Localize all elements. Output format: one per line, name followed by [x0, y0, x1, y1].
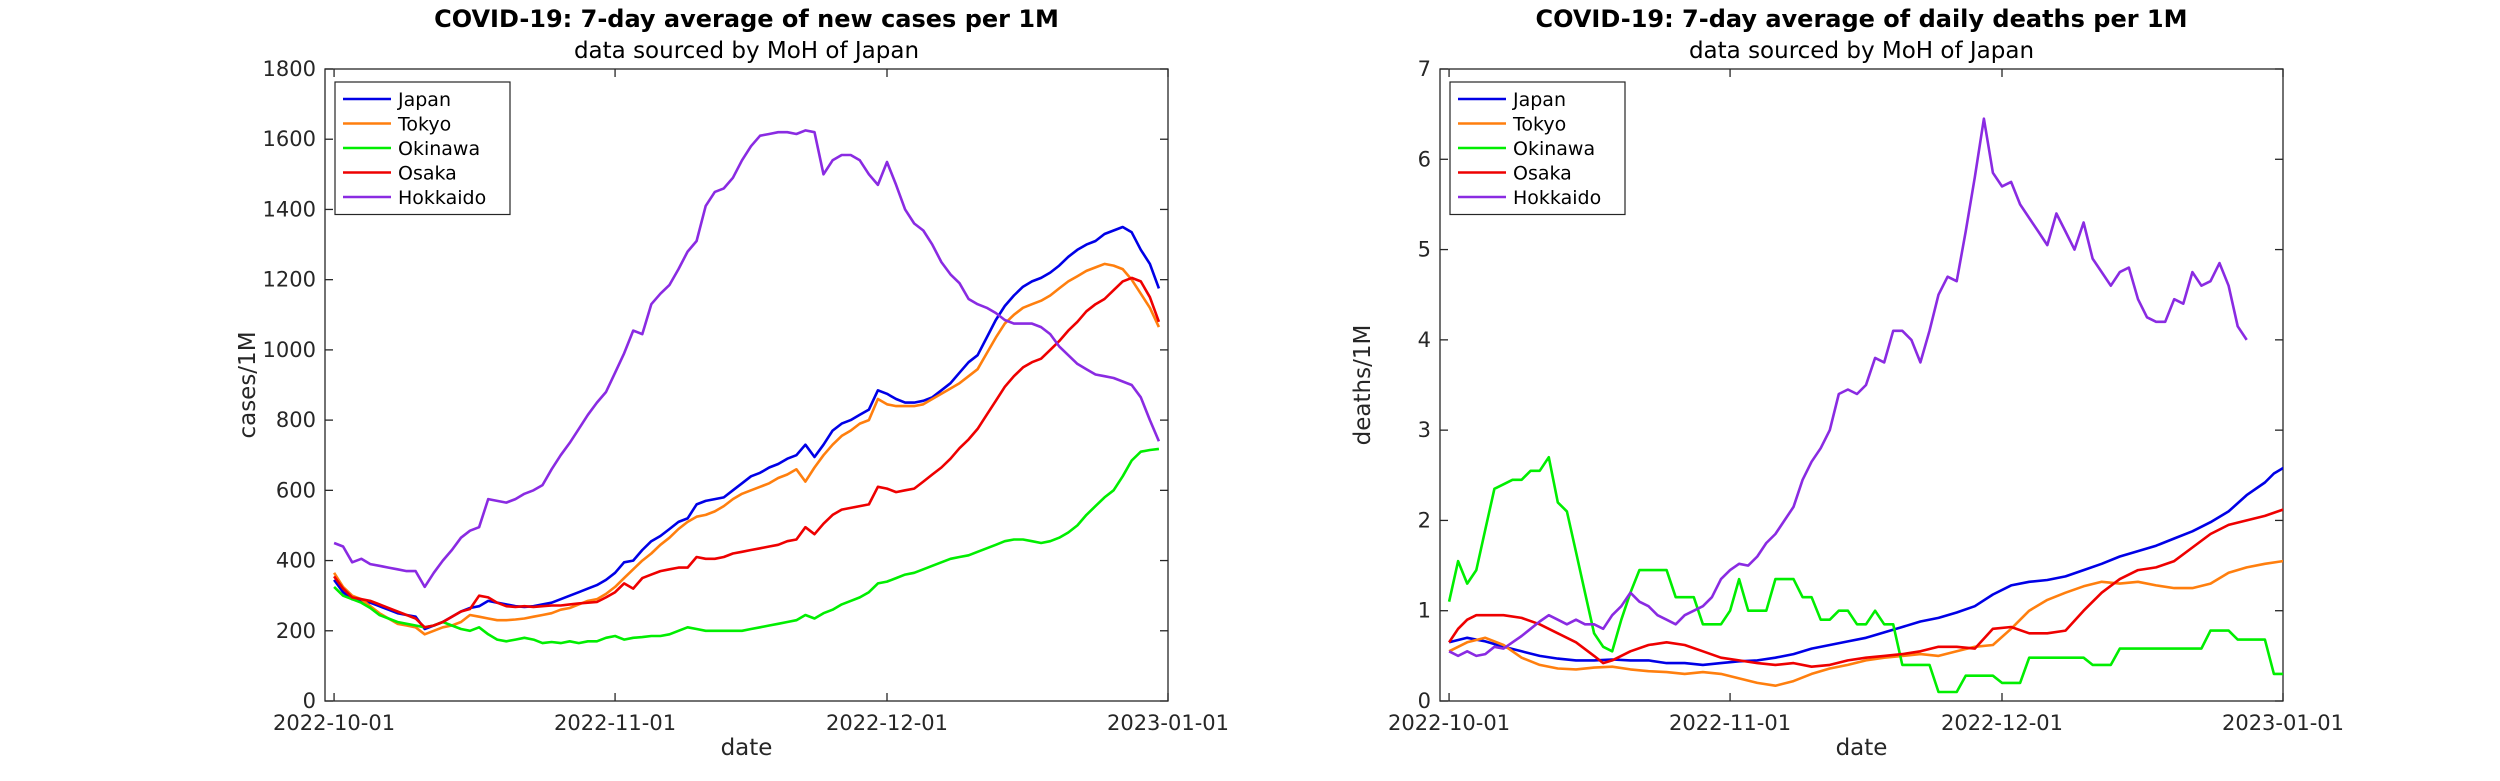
deaths-chart-title: COVID-19: 7-day average of daily deaths …	[1535, 5, 2187, 33]
cases-xtick-label: 2023-01-01	[1107, 711, 1229, 735]
deaths-ytick-label: 2	[1418, 508, 1431, 532]
deaths-ytick-label: 4	[1418, 328, 1431, 352]
cases-series-japan	[333, 225, 1161, 631]
deaths-series-group	[1447, 117, 2283, 694]
deaths-chart-xlabel: date	[1836, 735, 1888, 761]
deaths-ytick-label: 1	[1418, 599, 1431, 623]
cases-legend-label-hokkaido: Hokkaido	[398, 187, 486, 209]
cases-ytick-label: 400	[276, 549, 316, 573]
deaths-series-tokyo	[1448, 559, 2283, 688]
cases-legend-label-japan: Japan	[397, 89, 451, 111]
cases-ytick-label: 800	[276, 408, 316, 432]
cases-chart-subtitle: data sourced by MoH of Japan	[574, 38, 919, 64]
deaths-ytick-label: 5	[1418, 238, 1431, 262]
deaths-series-hokkaido	[1448, 117, 2248, 658]
cases-xtick-label: 2022-12-01	[826, 711, 948, 735]
cases-series-tokyo	[333, 262, 1161, 636]
deaths-series-okinawa	[1447, 455, 2283, 694]
cases-ytick-label: 1600	[263, 127, 316, 151]
cases-series-group	[333, 129, 1161, 645]
deaths-legend-label-tokyo: Tokyo	[1512, 114, 1566, 136]
deaths-legend-label-japan: Japan	[1512, 89, 1566, 111]
cases-chart-xlabel: date	[721, 735, 773, 761]
cases-legend-label-okinawa: Okinawa	[398, 138, 480, 160]
cases-xtick-label: 2022-10-01	[273, 711, 395, 735]
cases-xtick-label: 2022-11-01	[554, 711, 676, 735]
cases-series-hokkaido	[333, 129, 1161, 589]
deaths-ytick-label: 0	[1418, 689, 1431, 713]
deaths-ytick-label: 6	[1418, 147, 1431, 171]
cases-ytick-label: 0	[303, 689, 316, 713]
deaths-chart-subtitle: data sourced by MoH of Japan	[1689, 38, 2034, 64]
cases-legend-label-tokyo: Tokyo	[397, 114, 451, 136]
cases-chart: COVID-19: 7-day average of new cases per…	[235, 5, 1229, 761]
deaths-xtick-label: 2022-11-01	[1669, 711, 1791, 735]
cases-series-okinawa	[333, 447, 1160, 645]
deaths-xtick-label: 2022-12-01	[1941, 711, 2063, 735]
cases-series-osaka	[333, 276, 1161, 629]
cases-ytick-label: 1800	[263, 57, 316, 81]
cases-ytick-label: 600	[276, 478, 316, 502]
cases-ytick-label: 1000	[263, 338, 316, 362]
deaths-legend-label-hokkaido: Hokkaido	[1513, 187, 1601, 209]
deaths-chart-ylabel: deaths/1M	[1350, 325, 1376, 446]
deaths-chart: COVID-19: 7-day average of daily deaths …	[1350, 5, 2344, 761]
deaths-xtick-label: 2022-10-01	[1388, 711, 1510, 735]
cases-chart-title: COVID-19: 7-day average of new cases per…	[434, 5, 1059, 33]
cases-axes-frame	[324, 68, 1169, 702]
cases-ytick-label: 1400	[263, 197, 316, 221]
cases-ytick-label: 200	[276, 619, 316, 643]
cases-plot-area: 0 200 400 600 800 1000 1200 1400 1600 1800 2022-10…	[263, 57, 1229, 735]
deaths-xtick-label: 2023-01-01	[2222, 711, 2344, 735]
deaths-legend-label-osaka: Osaka	[1513, 163, 1572, 185]
cases-legend-label-osaka: Osaka	[398, 163, 457, 185]
cases-ytick-label: 1200	[263, 268, 316, 292]
deaths-legend-label-okinawa: Okinawa	[1513, 138, 1595, 160]
deaths-plot-area: 0 1 2 3 4 5 6 7 2022-10-01 2022-11-01 2022-12-01 20…	[1388, 57, 2344, 735]
deaths-ytick-label: 3	[1418, 418, 1431, 442]
deaths-ytick-label: 7	[1418, 57, 1431, 81]
deaths-series-osaka	[1448, 508, 2283, 669]
deaths-axes-frame	[1439, 68, 2284, 702]
cases-chart-ylabel: cases/1M	[235, 331, 261, 438]
